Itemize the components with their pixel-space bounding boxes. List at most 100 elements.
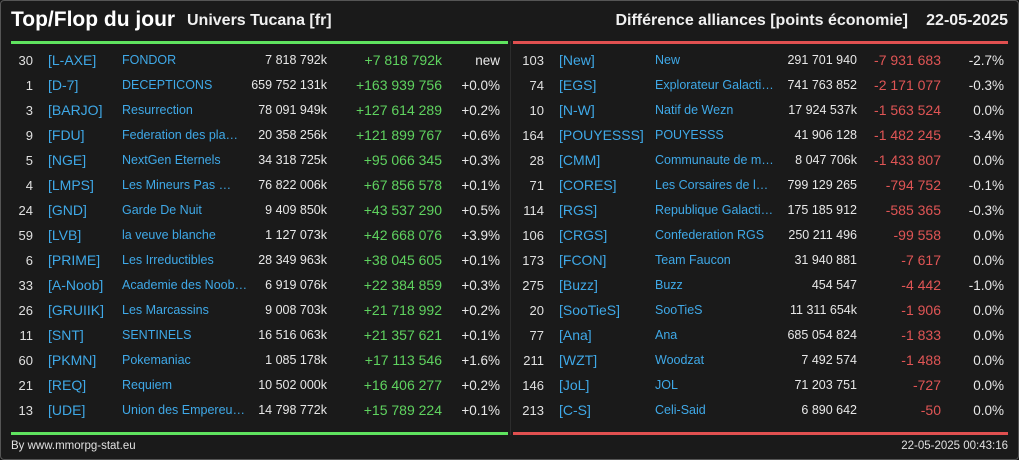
alliance-points: 175 185 912 [787, 203, 857, 217]
alliance-name-link[interactable]: Pokemaniac [122, 353, 191, 367]
alliance-tag-link[interactable]: [C-S] [559, 402, 591, 418]
alliance-name-link[interactable]: DECEPTICONS [122, 78, 213, 92]
flop-row: 211 [WZT] Woodzat 7 492 574 -1 488 0.0% [511, 348, 1018, 373]
alliance-rank: 33 [18, 278, 33, 293]
alliance-name-link[interactable]: Academie des Noob… [122, 278, 248, 292]
percent-change: 0.0% [973, 228, 1004, 243]
points-change: -2 171 077 [874, 77, 941, 93]
points-change: -1 563 524 [874, 102, 941, 118]
percent-change: +0.0% [461, 78, 500, 93]
alliance-name-link[interactable]: FONDOR [122, 53, 177, 67]
alliance-tag-link[interactable]: [RGS] [559, 202, 598, 218]
alliance-name-link[interactable]: NextGen Eternels [122, 153, 221, 167]
alliance-tag-link[interactable]: [FCON] [559, 252, 607, 268]
top-row: 1 [D-7] DECEPTICONS 659 752 131k +163 939 75… [1, 73, 510, 98]
alliance-name-link[interactable]: la veuve blanche [122, 228, 216, 242]
percent-change: 0.0% [973, 403, 1004, 418]
top-row: 21 [REQ] Requiem 10 502 000k +16 406 277 +0.2… [1, 373, 510, 398]
alliance-name-link[interactable]: POUYESSS [655, 128, 724, 142]
alliance-tag-link[interactable]: [Ana] [559, 327, 592, 343]
alliance-tag-link[interactable]: [GRUIIK] [48, 302, 105, 318]
points-change: +95 066 345 [363, 152, 442, 168]
top-accent-bar [11, 41, 508, 44]
flop-accent-bar [513, 41, 1008, 44]
alliance-tag-link[interactable]: [CMM] [559, 152, 601, 168]
alliance-rank: 4 [25, 178, 33, 193]
alliance-tag-link[interactable]: [BARJO] [48, 102, 103, 118]
alliance-name-link[interactable]: Buzz [655, 278, 683, 292]
percent-change: 0.0% [973, 103, 1004, 118]
alliance-tag-link[interactable]: [A-Noob] [48, 277, 104, 293]
top-row: 9 [FDU] Federation des pla… 20 358 256k +121… [1, 123, 510, 148]
alliance-name-link[interactable]: Team Faucon [655, 253, 731, 267]
alliance-tag-link[interactable]: [SooTieS] [559, 302, 620, 318]
alliance-name-link[interactable]: SooTieS [655, 303, 703, 317]
alliance-points: 6 919 076k [265, 278, 327, 292]
alliance-tag-link[interactable]: [POUYESSS] [559, 127, 644, 143]
alliance-rank: 11 [19, 328, 34, 343]
alliance-tag-link[interactable]: [GND] [48, 202, 87, 218]
alliance-points: 454 547 [811, 278, 857, 292]
alliance-name-link[interactable]: New [655, 53, 681, 67]
alliance-tag-link[interactable]: [LMPS] [48, 177, 94, 193]
percent-change: +0.1% [461, 253, 500, 268]
alliance-name-link[interactable]: JOL [655, 378, 678, 392]
alliance-name-link[interactable]: Garde De Nuit [122, 203, 202, 217]
alliance-rank: 164 [522, 128, 544, 143]
alliance-tag-link[interactable]: [EGS] [559, 77, 597, 93]
alliance-tag-link[interactable]: [PRIME] [48, 252, 101, 268]
alliance-name-link[interactable]: Ana [655, 328, 678, 342]
alliance-tag-link[interactable]: [CRGS] [559, 227, 608, 243]
alliance-tag-link[interactable]: [CORES] [559, 177, 617, 193]
alliance-tag-link[interactable]: [Buzz] [559, 277, 598, 293]
alliance-points: 685 054 824 [787, 328, 857, 342]
alliance-name-link[interactable]: Resurrection [122, 103, 193, 117]
alliance-points: 291 701 940 [787, 53, 857, 67]
alliance-tag-link[interactable]: [NGE] [48, 152, 87, 168]
points-change: +38 045 605 [363, 252, 442, 268]
alliance-rank: 1 [25, 78, 33, 93]
percent-change: +1.6% [461, 353, 500, 368]
alliance-name-link[interactable]: SENTINELS [122, 328, 192, 342]
alliance-rank: 71 [529, 178, 544, 193]
alliance-tag-link[interactable]: [JoL] [559, 377, 590, 393]
top-row: 6 [PRIME] Les Irreductibles 28 349 963k +38 … [1, 248, 510, 273]
alliance-name-link[interactable]: Woodzat [655, 353, 705, 367]
flop-row: 146 [JoL] JOL 71 203 751 -727 0.0% [511, 373, 1018, 398]
alliance-rank: 106 [522, 228, 544, 243]
alliance-points: 1 127 073k [265, 228, 327, 242]
alliance-name-link[interactable]: Les Marcassins [122, 303, 209, 317]
alliance-name-link[interactable]: Confederation RGS [655, 228, 765, 242]
page-title: Top/Flop du jour [11, 8, 176, 31]
alliance-tag-link[interactable]: [PKMN] [48, 352, 97, 368]
alliance-tag-link[interactable]: [UDE] [48, 402, 86, 418]
alliance-name-link[interactable]: Explorateur Galacti… [655, 78, 774, 92]
flop-accent-bar-bottom [513, 432, 1008, 435]
alliance-name-link[interactable]: Les Irreductibles [122, 253, 214, 267]
alliance-name-link[interactable]: Federation des pla… [122, 128, 239, 142]
alliance-name-link[interactable]: Communaute de m… [655, 153, 774, 167]
alliance-tag-link[interactable]: [FDU] [48, 127, 85, 143]
alliance-tag-link[interactable]: [New] [559, 52, 595, 68]
alliance-name-link[interactable]: Republique Galacti… [655, 203, 774, 217]
alliance-tag-link[interactable]: [D-7] [48, 77, 79, 93]
alliance-name-link[interactable]: Union des Empereur… [122, 403, 248, 417]
alliance-rank: 59 [18, 228, 33, 243]
alliance-tag-link[interactable]: [L-AXE] [48, 52, 97, 68]
flop-row: 20 [SooTieS] SooTieS 11 311 654k -1 906 0.0% [511, 298, 1018, 323]
alliance-tag-link[interactable]: [LVB] [48, 227, 82, 243]
points-change: -7 931 683 [874, 52, 941, 68]
alliance-tag-link[interactable]: [SNT] [48, 327, 84, 343]
alliance-name-link[interactable]: Les Corsaires de l_… [655, 178, 775, 192]
alliance-name-link[interactable]: Celi-Said [655, 403, 706, 417]
flop-panel: 103 [New] New 291 701 940 -7 931 683 -2.7% 74 [… [511, 48, 1018, 423]
alliance-name-link[interactable]: Natif de Wezn [655, 103, 734, 117]
alliance-tag-link[interactable]: [WZT] [559, 352, 598, 368]
alliance-name-link[interactable]: Les Mineurs Pas … [122, 178, 232, 192]
percent-change: 0.0% [973, 353, 1004, 368]
alliance-tag-link[interactable]: [REQ] [48, 377, 87, 393]
points-change: -727 [912, 377, 941, 393]
alliance-name-link[interactable]: Requiem [122, 378, 173, 392]
alliance-tag-link[interactable]: [N-W] [559, 102, 595, 118]
alliance-points: 76 822 006k [258, 178, 327, 192]
